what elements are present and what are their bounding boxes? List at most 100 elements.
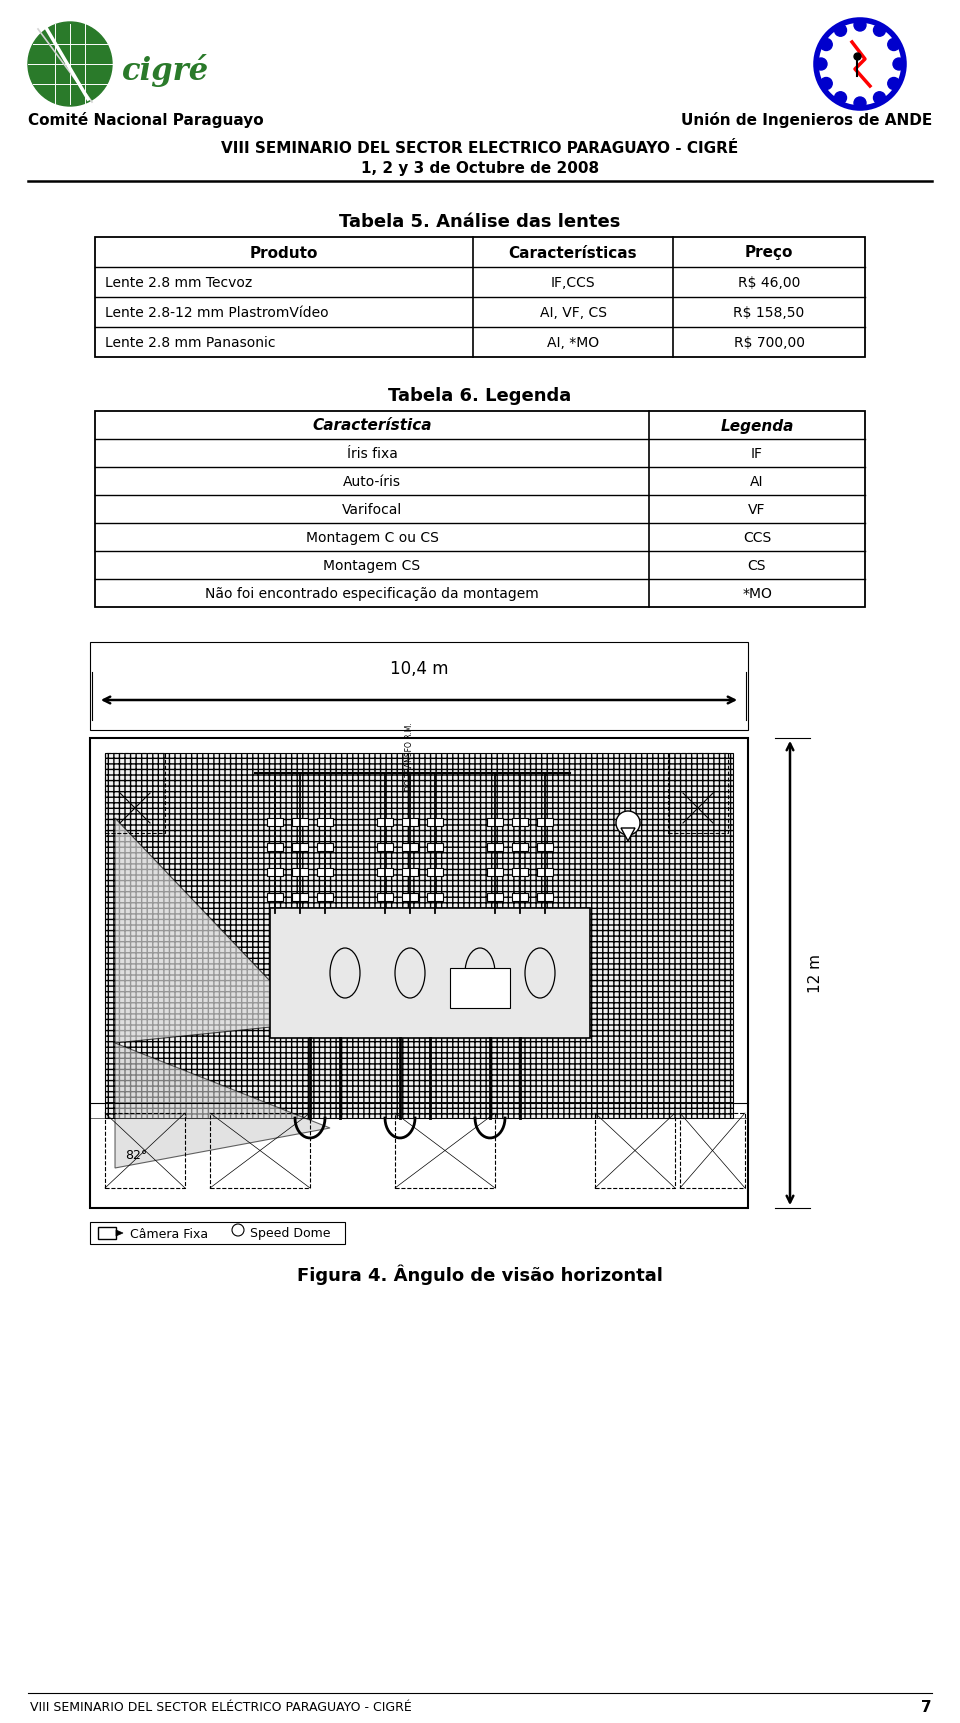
Bar xyxy=(292,868,308,877)
Circle shape xyxy=(28,22,112,107)
Bar xyxy=(377,868,393,877)
Bar xyxy=(95,238,865,358)
Circle shape xyxy=(830,34,890,95)
Polygon shape xyxy=(116,1230,123,1237)
Bar xyxy=(537,868,553,877)
Bar xyxy=(95,412,865,608)
Text: Características: Características xyxy=(509,245,637,260)
Text: cigré: cigré xyxy=(122,53,209,86)
Bar xyxy=(98,1227,116,1239)
Text: Tabela 6. Legenda: Tabela 6. Legenda xyxy=(389,386,571,405)
Text: *MO: *MO xyxy=(742,586,772,601)
Bar xyxy=(267,894,283,901)
Circle shape xyxy=(854,98,866,110)
Bar xyxy=(395,1113,495,1189)
Text: 82°: 82° xyxy=(125,1148,147,1161)
Circle shape xyxy=(834,26,847,38)
Bar xyxy=(402,894,418,901)
Bar xyxy=(267,818,283,827)
Circle shape xyxy=(616,812,640,836)
Text: Montagem CS: Montagem CS xyxy=(324,558,420,572)
Bar xyxy=(270,908,590,1039)
Bar xyxy=(537,844,553,851)
Text: AI: AI xyxy=(751,476,764,489)
Bar xyxy=(402,818,418,827)
Text: Lente 2.8-12 mm PlastromVídeo: Lente 2.8-12 mm PlastromVídeo xyxy=(105,305,328,320)
Bar xyxy=(267,844,283,851)
Text: VIII SEMINARIO DEL SECTOR ELECTRICO PARAGUAYO - CIGRÉ: VIII SEMINARIO DEL SECTOR ELECTRICO PARA… xyxy=(222,140,738,155)
Bar xyxy=(450,968,510,1008)
Circle shape xyxy=(820,79,832,90)
Text: DO TRANSFO R.M.: DO TRANSFO R.M. xyxy=(405,722,415,791)
Circle shape xyxy=(893,59,905,71)
Bar xyxy=(292,844,308,851)
Text: Preço: Preço xyxy=(745,245,793,260)
Bar xyxy=(512,844,528,851)
Circle shape xyxy=(834,93,847,105)
Bar xyxy=(105,753,733,1118)
Bar xyxy=(668,753,728,834)
Bar xyxy=(487,868,503,877)
Text: IF,CCS: IF,CCS xyxy=(551,276,595,289)
Text: Speed Dome: Speed Dome xyxy=(250,1227,330,1241)
Bar xyxy=(267,868,283,877)
Text: IF: IF xyxy=(751,446,763,460)
Bar xyxy=(90,643,748,731)
Text: Lente 2.8 mm Tecvoz: Lente 2.8 mm Tecvoz xyxy=(105,276,252,289)
Bar xyxy=(90,1222,345,1244)
Bar xyxy=(427,844,443,851)
Bar xyxy=(105,753,165,834)
Text: R$ 700,00: R$ 700,00 xyxy=(733,336,804,350)
Polygon shape xyxy=(115,818,310,1044)
Text: Característica: Característica xyxy=(312,419,432,432)
Text: 1, 2 y 3 de Octubre de 2008: 1, 2 y 3 de Octubre de 2008 xyxy=(361,160,599,176)
Bar xyxy=(427,818,443,827)
Circle shape xyxy=(888,79,900,90)
Text: Varifocal: Varifocal xyxy=(342,503,402,517)
Text: CS: CS xyxy=(748,558,766,572)
Text: 10,4 m: 10,4 m xyxy=(390,660,448,677)
Text: Comité Nacional Paraguayo: Comité Nacional Paraguayo xyxy=(28,112,264,128)
Text: 12 m: 12 m xyxy=(808,955,823,992)
Bar xyxy=(317,868,333,877)
Bar xyxy=(105,1113,185,1189)
Bar xyxy=(487,894,503,901)
Bar xyxy=(292,894,308,901)
Text: CCS: CCS xyxy=(743,531,771,544)
Bar xyxy=(680,1113,745,1189)
Bar xyxy=(427,894,443,901)
Bar xyxy=(487,844,503,851)
Bar xyxy=(317,844,333,851)
Bar xyxy=(487,818,503,827)
Bar xyxy=(377,818,393,827)
Text: VIII SEMINARIO DEL SECTOR ELÉCTRICO PARAGUAYO - CIGRÉ: VIII SEMINARIO DEL SECTOR ELÉCTRICO PARA… xyxy=(30,1701,412,1713)
Text: R$ 158,50: R$ 158,50 xyxy=(733,305,804,320)
Bar xyxy=(512,868,528,877)
Text: 7: 7 xyxy=(922,1699,932,1714)
Circle shape xyxy=(888,40,900,52)
Bar xyxy=(90,739,748,1208)
Text: Não foi encontrado especificação da montagem: Não foi encontrado especificação da mont… xyxy=(205,586,539,601)
Text: Tabela 5. Análise das lentes: Tabela 5. Análise das lentes xyxy=(339,214,621,231)
Circle shape xyxy=(815,59,827,71)
Text: AI, *MO: AI, *MO xyxy=(547,336,599,350)
Bar xyxy=(377,844,393,851)
Bar xyxy=(377,894,393,901)
Polygon shape xyxy=(115,1044,330,1168)
Text: AI, VF, CS: AI, VF, CS xyxy=(540,305,607,320)
Circle shape xyxy=(854,21,866,33)
Text: Produto: Produto xyxy=(250,245,318,260)
Text: Auto-íris: Auto-íris xyxy=(343,476,401,489)
Bar xyxy=(402,844,418,851)
Text: Unión de Ingenieros de ANDE: Unión de Ingenieros de ANDE xyxy=(681,112,932,128)
Bar xyxy=(292,818,308,827)
Circle shape xyxy=(820,40,832,52)
Text: Legenda: Legenda xyxy=(720,419,794,432)
Bar xyxy=(210,1113,310,1189)
Bar xyxy=(402,868,418,877)
Text: Câmera Fixa: Câmera Fixa xyxy=(130,1227,208,1241)
Circle shape xyxy=(874,26,885,38)
Bar xyxy=(317,818,333,827)
Text: R$ 46,00: R$ 46,00 xyxy=(738,276,801,289)
Bar xyxy=(537,894,553,901)
